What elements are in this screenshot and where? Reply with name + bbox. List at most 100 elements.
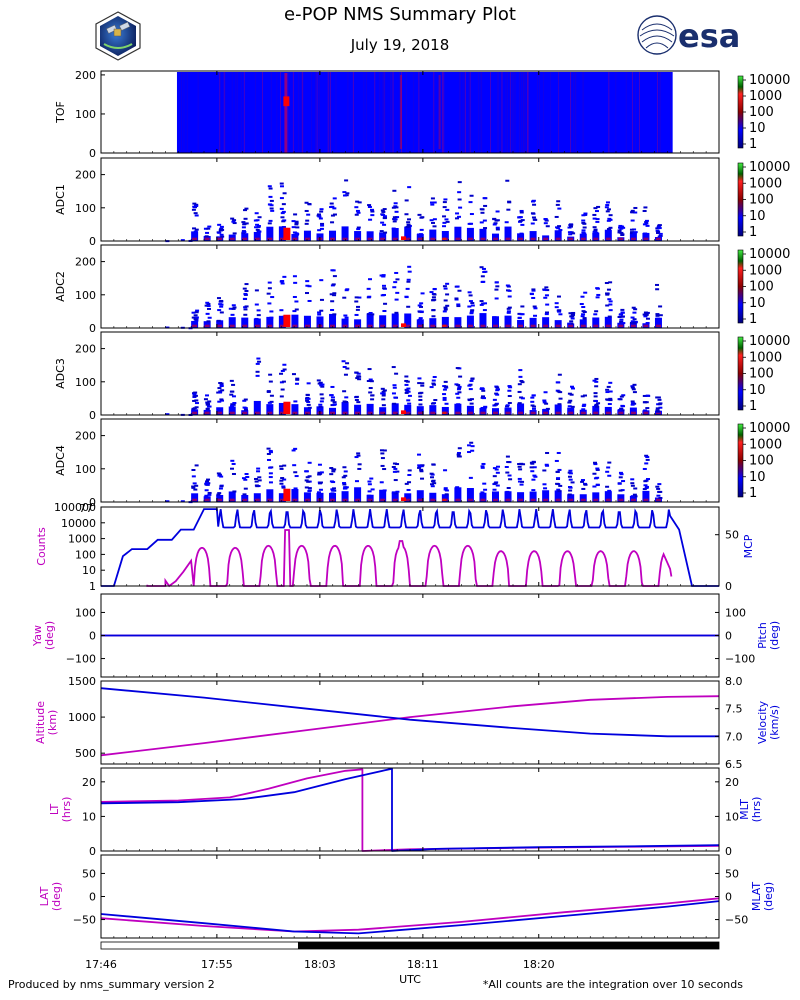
adc-dash [457,181,462,184]
adc-dash [370,210,375,213]
y-tick-label: 200 [75,343,96,356]
lat_mlat-panel: 50 0 −50 50 0 −50 LAT(deg) MLAT(deg) [38,854,775,939]
adc-dash [304,209,309,212]
adc-dash [367,494,372,497]
adc-dash [596,205,601,208]
adc-dash [407,218,412,221]
adc-dash [520,219,525,222]
adc-dash [380,209,385,212]
adc-dash [356,228,361,231]
y-tick-label: 100 [75,463,96,476]
esa-logo: esa [637,15,740,55]
adc-dash [645,224,650,227]
adc-column-base [555,237,561,240]
adc-column-base [254,411,260,414]
adc-dash [192,227,197,230]
adc-column [253,493,261,502]
adc-column-base [505,411,511,414]
adc-dash [508,478,513,481]
adc-dash [581,405,586,408]
tof-hot-column [284,73,288,153]
adc-dash [642,313,647,316]
adc-dash [354,399,359,402]
adc-dash [557,207,562,210]
adc-dash [507,401,512,404]
adc-column [441,231,449,241]
adc-dash [644,221,649,224]
adc-column-base [330,411,336,414]
adc-hotspot [400,497,406,501]
adc-dash [379,449,384,452]
adc-dash [507,474,512,477]
adc-dash [480,466,485,469]
adc-dash [457,447,462,450]
adc-dash [555,470,560,473]
adc-dash [393,492,398,495]
adc-column [316,492,324,502]
colorbar-label: 100 [749,193,774,208]
adc-dash [280,282,285,285]
adc-dash [392,189,397,192]
adc-dash [608,390,613,393]
adc-dash [356,211,361,214]
adc-column-base [355,237,361,240]
adc-column [429,492,437,502]
adc-dash [255,219,260,222]
adc-dash [395,216,400,219]
adc-column-base [618,498,624,501]
adc-dash [620,308,625,311]
adc-dash [406,387,411,390]
adc-column [517,233,525,241]
adc-dash [293,447,298,450]
adc-dash [218,487,223,490]
adc-dash [194,406,199,409]
adc-dash [619,473,624,476]
adc-dash [594,405,599,408]
adc-dash [318,217,323,220]
adc-dash [570,405,575,408]
adc-dash [630,400,635,403]
adc-column [554,320,562,328]
adc-column-base [304,411,310,414]
adc-dash [392,216,397,219]
adc-dash [268,451,273,454]
adc-dash [295,378,300,381]
adc-column [253,231,261,241]
adc-dash [391,392,396,395]
adc-dash [345,362,350,365]
adc-column [354,487,362,502]
adc-dash [382,489,387,492]
adc-column-base [480,498,486,501]
adc-dash [456,384,461,387]
adc-dash [443,287,448,290]
adc-dash [204,482,209,485]
adc-dash [354,313,359,316]
adc-dash [320,224,325,227]
adc-dash [330,308,335,311]
y-tick-label: 1 [89,580,96,593]
tof-heatmap-fill [176,72,673,153]
adc-dash [394,298,399,301]
adc-dash [257,230,262,233]
adc-column [228,317,236,328]
adc-dash [457,455,462,458]
adc-dash [581,487,586,490]
adc-dash [543,218,548,221]
adc-column-base [292,237,298,240]
adc-dash [608,300,613,303]
adc-dash [494,281,499,284]
adc-dash [193,212,198,215]
adc-dash [482,397,487,400]
adc-dash [356,305,361,308]
adc-column [253,318,261,328]
adc-dash [392,462,397,465]
adc-dash [282,192,287,195]
colorbar-label: 10 [749,209,766,224]
adc-dash [279,467,284,470]
adc-dash [330,221,335,224]
adc-dash [592,379,597,382]
adc-column [567,494,575,502]
adc-dash [443,469,448,472]
adc-column [466,227,474,241]
adc-column-base [342,411,348,414]
